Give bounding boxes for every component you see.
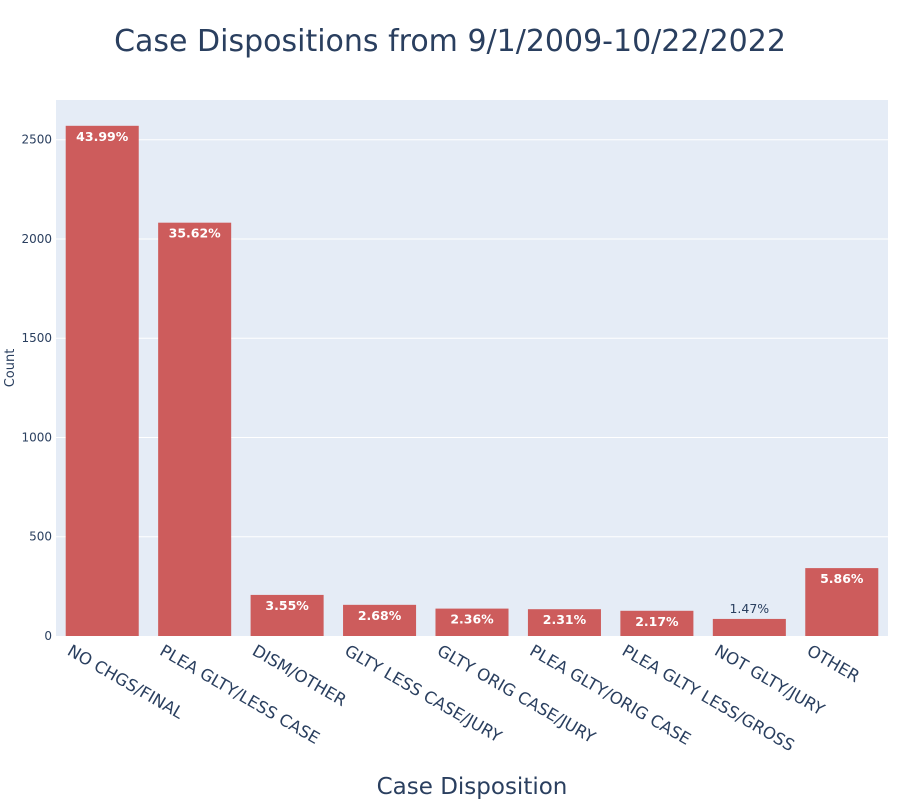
bar-labels: 43.99% 35.62% 3.55% 2.68% 2.36% 2.31% 2.17% 1.4… xyxy=(76,129,864,629)
bar xyxy=(65,125,139,637)
bar-value-label: 1.47% xyxy=(729,601,769,616)
y-tick-label: 1500 xyxy=(21,331,52,345)
bar-value-label: 35.62% xyxy=(169,226,222,241)
bar-value-label: 2.31% xyxy=(543,612,587,627)
bar-value-label: 2.17% xyxy=(635,614,679,629)
x-tick-label: GLTY LESS CASE/JURY xyxy=(342,641,506,747)
y-tick-label: 0 xyxy=(44,629,52,643)
y-axis-ticks: 0 500 1000 1500 2000 2500 xyxy=(21,133,52,643)
bar xyxy=(620,610,694,636)
y-axis-title: Count xyxy=(3,349,18,388)
y-tick-label: 1000 xyxy=(21,430,52,444)
y-tick-label: 500 xyxy=(29,530,52,544)
y-tick-label: 2000 xyxy=(21,232,52,246)
x-tick-label: PLEA GLTY LESS/GROSS xyxy=(619,641,798,755)
chart-title: Case Dispositions from 9/1/2009-10/22/20… xyxy=(114,24,786,59)
bar xyxy=(435,608,509,636)
bar-value-label: 43.99% xyxy=(76,129,129,144)
x-tick-label: PLEA GLTY/LESS CASE xyxy=(157,641,323,748)
x-tick-label: OTHER xyxy=(804,641,863,686)
x-tick-label: PLEA GLTY/ORIG CASE xyxy=(526,641,694,749)
x-axis-title: Case Disposition xyxy=(377,774,568,800)
x-tick-label: GLTY ORIG CASE/JURY xyxy=(434,641,599,747)
bar xyxy=(158,222,232,636)
bar xyxy=(712,618,786,636)
bars xyxy=(65,125,879,637)
bar-value-label: 2.68% xyxy=(358,608,402,623)
bar xyxy=(527,609,601,636)
bar-value-label: 2.36% xyxy=(450,612,494,627)
y-tick-label: 2500 xyxy=(21,133,52,147)
bar-value-label: 5.86% xyxy=(820,571,864,586)
bar-value-label: 3.55% xyxy=(265,598,309,613)
bar xyxy=(343,604,417,636)
bar xyxy=(805,568,879,636)
bar xyxy=(250,594,324,636)
